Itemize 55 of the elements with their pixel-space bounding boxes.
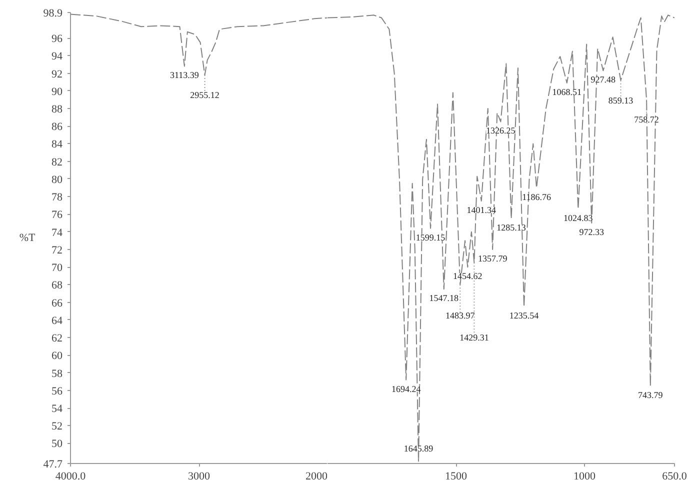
x-tick-label: 650.0 xyxy=(662,470,688,482)
y-tick-label: 84 xyxy=(52,138,63,151)
annotation: 743.79 xyxy=(638,390,664,400)
y-tick-label: 47.7 xyxy=(43,458,63,470)
annotation: 1483.97 xyxy=(446,310,476,321)
annotation: 1547.18 xyxy=(429,293,460,304)
annotation: 1024.83 xyxy=(564,212,594,223)
y-tick-label: 60 xyxy=(52,350,63,362)
y-tick-label: 80 xyxy=(52,174,63,186)
annotation: 1235.54 xyxy=(509,310,540,321)
annotation: 1068.51 xyxy=(552,86,582,97)
y-tick-label: 94 xyxy=(52,50,63,63)
y-tick-label: 52 xyxy=(52,420,62,433)
y-tick-label: 90 xyxy=(52,86,63,98)
y-tick-label: 50 xyxy=(52,438,63,450)
annotation: 1454.62 xyxy=(453,271,482,282)
y-tick-label: 82 xyxy=(52,156,62,168)
y-tick-label: 70 xyxy=(52,262,63,274)
x-tick-label: 1500 xyxy=(445,470,468,482)
annotation: 3113.39 xyxy=(170,70,200,80)
annotation: 1429.31 xyxy=(460,332,489,343)
y-tick-label: 92 xyxy=(52,68,62,80)
y-tick-label: 54 xyxy=(52,403,63,416)
y-tick-label: 56 xyxy=(52,385,63,398)
annotation: 927.48 xyxy=(590,74,616,85)
annotation: 1645.89 xyxy=(404,444,434,454)
annotation: 1285.13 xyxy=(496,222,526,233)
annotation: 758.72 xyxy=(634,114,659,125)
annotation: 2955.12 xyxy=(190,90,220,100)
y-tick-label: 76 xyxy=(52,209,63,222)
annotation: 1401.34 xyxy=(466,205,497,216)
annotation: 859.13 xyxy=(608,95,634,106)
y-axis-title: %T xyxy=(19,232,36,244)
y-tick-label: 98.9 xyxy=(43,8,63,20)
y-tick-label: 96 xyxy=(52,33,63,46)
annotation: 972.33 xyxy=(579,227,605,238)
x-tick-label: 3000 xyxy=(188,470,210,482)
annotation: 1599.15 xyxy=(416,232,446,242)
y-tick-label: 78 xyxy=(52,192,63,204)
y-tick-label: 72 xyxy=(52,244,62,256)
annotation: 1326.25 xyxy=(486,126,516,136)
y-tick-label: 58 xyxy=(52,368,63,380)
y-tick-label: 66 xyxy=(52,297,63,310)
x-tick-label: 4000.0 xyxy=(55,470,86,482)
annotation: 1694.24 xyxy=(391,384,422,394)
y-tick-label: 86 xyxy=(52,121,63,134)
x-tick-label: 1000 xyxy=(574,470,596,482)
y-tick-label: 88 xyxy=(52,104,63,116)
annotation: 1357.79 xyxy=(478,253,508,264)
y-tick-label: 68 xyxy=(52,280,63,292)
y-tick-label: 74 xyxy=(52,226,63,239)
y-tick-label: 62 xyxy=(52,332,62,345)
y-tick-label: 64 xyxy=(52,314,63,327)
x-tick-label: 2000 xyxy=(306,470,328,482)
annotation: 1186.76 xyxy=(522,192,552,202)
